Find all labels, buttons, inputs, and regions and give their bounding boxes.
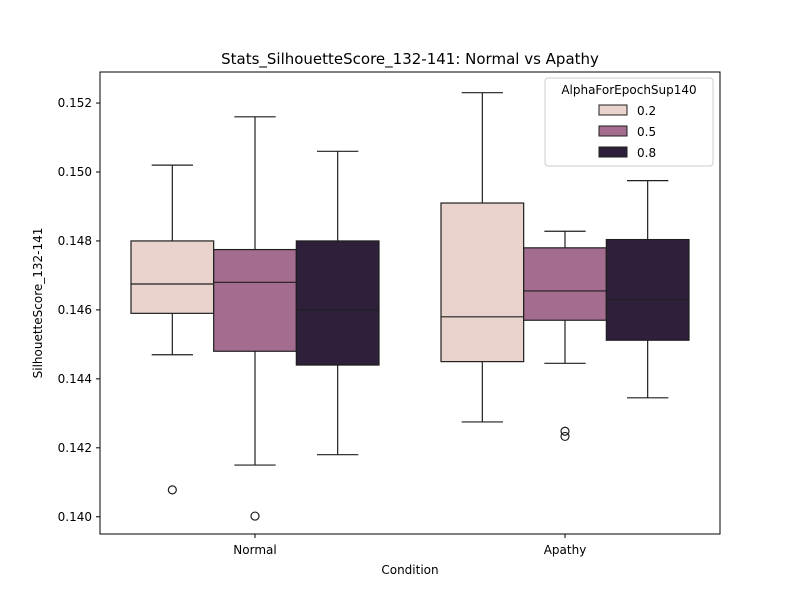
x-axis-label: Condition xyxy=(381,563,438,577)
y-axis-label: SilhouetteScore_132-141 xyxy=(31,228,45,379)
legend-label: 0.8 xyxy=(637,146,656,160)
y-tick-label: 0.152 xyxy=(58,96,92,110)
y-tick-label: 0.148 xyxy=(58,234,92,248)
y-tick-label: 0.142 xyxy=(58,441,92,455)
outlier-point xyxy=(560,431,570,442)
plot-area xyxy=(130,92,690,521)
legend-swatch xyxy=(598,146,628,158)
y-tick-label: 0.150 xyxy=(58,165,92,179)
box-0-8-apathy xyxy=(605,238,690,341)
box-0-2-normal xyxy=(130,240,215,314)
legend-swatch xyxy=(598,125,628,137)
legend-frame xyxy=(544,77,714,167)
box-0-8-normal xyxy=(295,240,380,366)
box-0-2-apathy xyxy=(440,202,525,363)
legend-label: 0.5 xyxy=(637,125,656,139)
box-0-5-normal xyxy=(213,248,297,352)
legend-title: AlphaForEpochSup140 xyxy=(561,83,696,97)
y-tick-label: 0.144 xyxy=(58,372,92,386)
box-0-5-apathy xyxy=(523,247,607,321)
outlier-point xyxy=(560,426,570,436)
legend: AlphaForEpochSup140 0.2 0.5 0.8 xyxy=(544,77,714,167)
x-tick-label: Normal xyxy=(233,543,276,557)
plot-frame xyxy=(99,71,721,535)
outlier-point xyxy=(167,485,177,495)
chart-title: Stats_SilhouetteScore_132-141: Normal vs… xyxy=(221,50,599,69)
legend-swatch xyxy=(598,104,628,116)
outlier-point xyxy=(250,511,260,521)
axes: 0.140 0.142 0.144 0.146 0.148 0.150 0.152 Norma… xyxy=(58,96,587,557)
x-tick-label: Apathy xyxy=(544,543,587,557)
y-tick-label: 0.140 xyxy=(58,510,92,524)
y-tick-label: 0.146 xyxy=(58,303,92,317)
legend-label: 0.2 xyxy=(637,104,656,118)
